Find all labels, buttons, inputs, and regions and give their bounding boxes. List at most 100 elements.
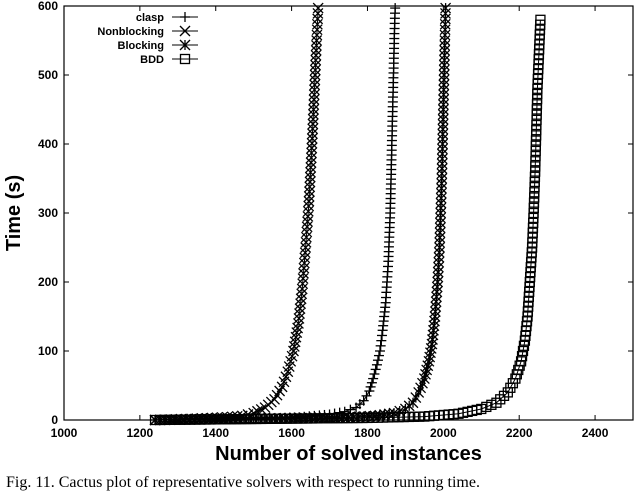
x-tick-label: 1400: [202, 426, 229, 440]
data-point: [300, 236, 312, 248]
data-point: [498, 390, 510, 402]
data-point: [307, 123, 319, 135]
x-tick-label: 2200: [506, 426, 533, 440]
data-point: [304, 176, 316, 188]
data-point: [306, 147, 318, 159]
data-point: [365, 381, 376, 392]
data-point: [440, 2, 452, 14]
plot-border: [63, 5, 634, 421]
data-point: [531, 99, 543, 110]
data-point: [531, 119, 542, 131]
data-point: [296, 288, 308, 300]
data-point: [303, 195, 315, 207]
data-point: [306, 133, 318, 144]
data-point: [495, 394, 506, 405]
cactus-plot: 1000 1200 1400 1600 1800 2000 2200 2400 0 100 200 3…: [3, 0, 634, 465]
data-point: [303, 200, 315, 212]
data-point: [516, 351, 528, 362]
data-point: [377, 412, 389, 423]
data-point: [298, 257, 310, 269]
data-point: [529, 181, 540, 193]
data-point: [390, 3, 401, 14]
data-point: [370, 364, 381, 375]
data-point: [295, 293, 307, 305]
series-line: [154, 8, 396, 421]
data-point: [398, 411, 409, 423]
data-point: [308, 94, 320, 106]
series-layer: [149, 2, 546, 426]
data-point: [528, 197, 540, 208]
data-point: [290, 331, 302, 343]
x-tick-label: 1000: [51, 426, 78, 440]
data-point: [300, 231, 312, 243]
legend-label: Nonblocking: [97, 26, 164, 38]
data-point: [532, 88, 543, 100]
data-point: [528, 207, 539, 219]
data-point: [531, 125, 542, 136]
data-point: [294, 308, 305, 320]
data-point: [303, 190, 315, 202]
data-point: [305, 152, 317, 164]
y-tick-label: 100: [38, 344, 58, 358]
data-point: [307, 108, 319, 120]
data-point: [298, 262, 310, 274]
data-point: [310, 44, 322, 56]
data-point: [295, 298, 307, 310]
data-point: [299, 247, 311, 259]
data-point: [305, 166, 316, 178]
legend-label: Blocking: [118, 40, 164, 52]
legend-marker: [179, 53, 191, 65]
series-line: [154, 8, 447, 421]
data-point: [294, 303, 306, 315]
data-point: [414, 411, 425, 422]
x-tick-label: 1800: [354, 426, 381, 440]
data-point: [311, 18, 323, 30]
data-point: [300, 242, 312, 253]
data-point: [517, 345, 529, 357]
data-point: [296, 283, 308, 295]
data-point: [301, 226, 313, 238]
data-point: [297, 278, 309, 290]
data-point: [299, 252, 311, 264]
data-point: [301, 221, 313, 233]
data-point: [361, 390, 372, 401]
data-point: [530, 130, 542, 141]
data-point: [291, 327, 303, 339]
data-point: [376, 330, 387, 341]
data-point: [307, 118, 319, 130]
data-point: [367, 412, 378, 423]
data-point: [491, 397, 502, 408]
data-point: [297, 273, 309, 285]
data-point: [311, 35, 323, 46]
data-point: [298, 267, 309, 279]
data-point: [375, 340, 386, 351]
legend-marker: [179, 25, 191, 37]
data-point: [308, 99, 320, 111]
data-point: [529, 187, 540, 198]
data-point: [373, 350, 384, 361]
data-point: [309, 69, 321, 81]
data-point: [383, 412, 394, 423]
series-line: [154, 19, 541, 421]
legend-marker: [180, 12, 190, 22]
axis-ticks: 1000 1200 1400 1600 1800 2000 2200 2400 0 100 200 3…: [38, 0, 633, 440]
data-point: [312, 8, 324, 19]
legend-marker: [179, 39, 191, 51]
y-tick-label: 300: [38, 206, 58, 220]
data-point: [529, 192, 540, 203]
data-point: [305, 162, 317, 173]
data-point: [308, 104, 320, 115]
data-point: [312, 2, 324, 14]
data-point: [372, 355, 383, 366]
legend-label: BDD: [140, 54, 164, 66]
data-point: [308, 89, 320, 101]
data-point: [529, 171, 541, 182]
data-point: [304, 171, 316, 183]
data-point: [531, 104, 542, 115]
data-point: [518, 340, 530, 351]
data-point: [362, 412, 373, 424]
data-point: [306, 137, 318, 149]
data-point: [311, 24, 323, 36]
data-point: [292, 317, 304, 329]
data-point: [309, 64, 321, 76]
